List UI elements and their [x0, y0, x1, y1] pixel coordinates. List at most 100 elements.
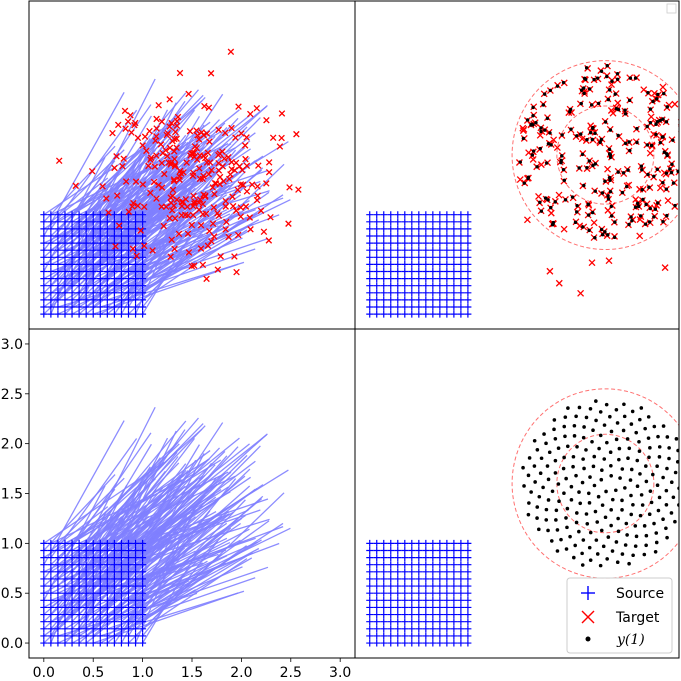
target-point: [134, 134, 142, 142]
y1-point: [586, 491, 591, 496]
source-point: [394, 611, 402, 619]
y1-point: [580, 152, 585, 157]
y1-point: [669, 511, 674, 515]
source-points: [40, 539, 147, 647]
y1-point: [599, 528, 604, 533]
source-point: [422, 618, 430, 626]
target-point: [147, 154, 155, 161]
target-point: [232, 207, 240, 214]
source-point: [124, 232, 132, 240]
y1-point: [651, 99, 655, 104]
y1-point: [633, 76, 638, 80]
y1-point: [623, 112, 628, 116]
source-point: [139, 232, 147, 240]
source-point: [387, 575, 395, 583]
transport-line: [142, 527, 232, 616]
source-point: [436, 611, 444, 619]
source-point: [408, 211, 416, 219]
source-point: [75, 246, 83, 254]
target-point: [171, 245, 178, 253]
source-point: [408, 554, 416, 562]
source-point: [47, 310, 55, 318]
target-point: [171, 163, 179, 170]
y1-point: [603, 179, 607, 183]
source-point: [380, 589, 388, 597]
source-point: [139, 275, 147, 283]
target-point: [145, 162, 152, 170]
source-point: [415, 582, 423, 590]
source-point: [47, 632, 55, 640]
source-point: [450, 603, 458, 611]
source-point: [75, 639, 83, 647]
source-point: [40, 603, 48, 611]
legend: Source Target y(1): [566, 577, 673, 654]
y1-point: [525, 118, 530, 122]
source-point: [422, 546, 430, 554]
target-point: [228, 165, 235, 173]
source-point: [75, 211, 83, 219]
target-point: [122, 178, 130, 185]
y1-point: [664, 503, 669, 507]
source-point: [373, 246, 381, 254]
source-point: [401, 603, 409, 611]
source-point: [82, 239, 90, 247]
source-point: [110, 582, 118, 590]
target-point: [546, 267, 554, 275]
source-point: [54, 289, 62, 297]
source-point: [408, 582, 416, 590]
y1-point: [606, 233, 610, 237]
frame-bottom-right: [354, 328, 680, 659]
source-point: [110, 618, 118, 626]
source-point: [89, 239, 97, 247]
source-point: [54, 632, 62, 640]
y1-point: [603, 230, 607, 234]
source-point: [457, 275, 465, 283]
source-point: [422, 253, 430, 261]
y1-point: [667, 456, 671, 461]
y1-point: [629, 215, 633, 219]
source-point: [387, 246, 395, 254]
source-point: [89, 625, 97, 633]
y1-point: [538, 200, 542, 205]
source-point: [47, 554, 55, 562]
target-point: [161, 170, 168, 178]
source-point: [429, 275, 437, 283]
source-point: [408, 246, 416, 254]
source-point: [366, 253, 374, 261]
source-point: [450, 267, 458, 275]
target-point: [188, 221, 196, 229]
y1-point: [662, 150, 667, 154]
target-point: [158, 184, 166, 191]
source-point: [408, 282, 416, 290]
y1-point: [580, 551, 584, 556]
y1-point: [646, 415, 651, 419]
source-point: [75, 618, 83, 626]
target-point: [184, 203, 191, 211]
source-point: [61, 611, 69, 619]
source-point: [75, 546, 83, 554]
y1-point: [544, 507, 549, 512]
target-point: [248, 181, 256, 188]
y1-point: [638, 513, 643, 518]
source-point: [47, 211, 55, 219]
source-point: [47, 603, 55, 611]
source-point: [415, 632, 423, 640]
y1-point: [561, 80, 566, 85]
source-point: [464, 618, 472, 626]
y1-point: [585, 137, 589, 142]
source-point: [457, 561, 465, 569]
source-point: [40, 232, 48, 240]
x-tick-label: 2.0: [230, 665, 252, 681]
source-point: [450, 260, 458, 268]
source-point: [408, 218, 416, 226]
source-point: [61, 260, 69, 268]
source-point: [132, 211, 140, 219]
source-point: [450, 582, 458, 590]
transport-line: [134, 444, 201, 551]
source-point: [394, 303, 402, 311]
source-point: [394, 246, 402, 254]
y1-point: [582, 466, 586, 471]
transport-line: [142, 511, 234, 566]
y1-point: [588, 130, 593, 135]
x-tick-label: 3.0: [329, 665, 351, 681]
